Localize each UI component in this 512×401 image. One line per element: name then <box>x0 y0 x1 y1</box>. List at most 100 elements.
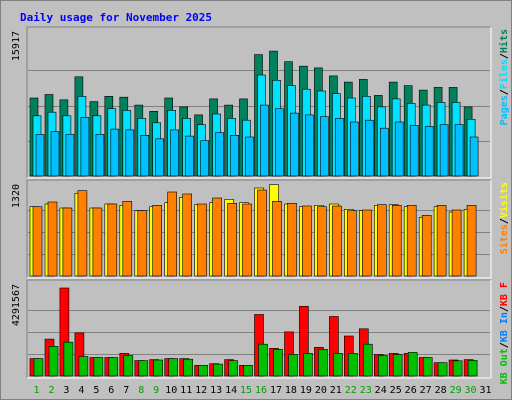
plot-edge-light <box>27 280 492 379</box>
bar-sites-day-21 <box>332 205 342 277</box>
bar-pages-day-25 <box>394 121 404 177</box>
bar-pages-day-17 <box>275 108 284 177</box>
bar-pages-day-6 <box>110 128 120 177</box>
bar-pages-day-12 <box>200 140 209 177</box>
bar-sites-day-10 <box>167 191 177 277</box>
bar-pages-day-11 <box>185 135 194 177</box>
bar-sites-day-18 <box>287 203 297 277</box>
bar-sites-day-12 <box>197 203 207 277</box>
plot-edge-dark <box>26 179 491 278</box>
x-tick-label: 25 <box>390 385 402 396</box>
chart-panels: 15917Pages/Files/Hits1320Sites/Visits429… <box>11 26 510 384</box>
bar-sites-day-27 <box>421 215 432 277</box>
bar-kb_out-day-19 <box>303 353 313 377</box>
bar-sites-day-17 <box>272 201 282 277</box>
bar-pages-day-13 <box>215 132 224 177</box>
x-tick-label: 26 <box>405 385 417 396</box>
bar-kb_out-day-27 <box>422 357 433 377</box>
x-tick-label: 4 <box>78 385 84 396</box>
x-tick-label: 21 <box>330 385 342 396</box>
x-tick-label: 7 <box>123 385 129 396</box>
x-tick-label: 16 <box>255 385 267 396</box>
plot-edge-light <box>27 27 492 179</box>
bar-sites-day-3 <box>62 207 73 277</box>
bar-sites-day-8 <box>137 210 148 277</box>
y-max-label: 1320 <box>11 184 22 208</box>
legend-entry: / <box>499 218 510 224</box>
bar-pages-day-29 <box>454 124 464 177</box>
x-tick-label: 14 <box>225 385 237 396</box>
bar-sites-day-4 <box>77 190 88 277</box>
bar-pages-day-8 <box>140 135 150 177</box>
x-tick-label: 6 <box>108 385 114 396</box>
bar-sites-day-30 <box>466 205 477 277</box>
bar-pages-day-5 <box>95 134 105 177</box>
series-legend: KB Out/KB In/KB F <box>499 282 510 384</box>
bar-sites-day-15 <box>242 203 252 277</box>
bar-pages-day-24 <box>379 127 389 177</box>
bar-pages-day-3 <box>65 134 75 177</box>
bar-kb_out-day-9 <box>153 359 163 377</box>
bar-sites-day-22 <box>346 210 357 277</box>
bar-kb_out-day-20 <box>318 348 328 377</box>
bar-kb_out-day-15 <box>243 364 253 377</box>
bar-sites-day-14 <box>227 203 237 277</box>
bar-kb_out-day-6 <box>108 357 119 377</box>
x-tick-label: 17 <box>270 385 282 396</box>
legend-entry: / <box>499 53 510 59</box>
bar-pages-day-10 <box>170 129 179 177</box>
legend-entry: / <box>499 89 510 95</box>
bar-kb_out-day-7 <box>123 355 134 377</box>
bar-kb_out-day-29 <box>452 360 463 377</box>
bar-sites-day-23 <box>361 209 372 277</box>
x-tick-label: 22 <box>345 385 357 396</box>
x-tick-label: 20 <box>315 385 327 396</box>
bar-kb_out-day-30 <box>467 360 478 377</box>
bar-pages-day-1 <box>35 134 45 177</box>
x-tick-label: 23 <box>360 385 372 396</box>
bar-pages-day-16 <box>260 104 269 177</box>
legend-entry: KB Out <box>499 348 510 384</box>
bar-pages-day-15 <box>245 136 254 177</box>
x-tick-label: 19 <box>300 385 312 396</box>
plot-edge-dark <box>26 279 491 378</box>
bar-sites-day-6 <box>107 203 118 277</box>
panel-2: 1320 Sites/Visits <box>11 179 510 279</box>
bar-pages-day-21 <box>335 118 344 177</box>
legend-entry: Hits <box>498 29 510 53</box>
bar-kb_out-day-4 <box>78 356 89 377</box>
bar-kb_out-day-26 <box>407 352 418 377</box>
bar-pages-day-27 <box>424 126 434 177</box>
bar-pages-day-23 <box>364 119 374 177</box>
bar-sites-day-7 <box>122 201 133 277</box>
legend-entry: Sites <box>498 224 510 254</box>
x-axis-labels: 1 2 3 4 5 6 7 8 9 10 11 12 13 14 15 16 17 18 19 20 21 22 23 24 2… <box>33 385 491 396</box>
x-tick-label: 24 <box>375 385 387 396</box>
bar-kb_out-day-21 <box>333 353 343 377</box>
bar-kb_out-day-22 <box>347 353 358 377</box>
x-tick-label: 2 <box>48 385 54 396</box>
bar-sites-day-28 <box>436 205 447 277</box>
x-tick-label: 11 <box>180 385 192 396</box>
bar-pages-day-20 <box>320 116 329 177</box>
bar-kb_out-day-3 <box>63 341 74 377</box>
bar-kb_out-day-10 <box>168 358 178 377</box>
x-tick-label: 8 <box>138 385 144 396</box>
bar-pages-day-26 <box>409 125 419 177</box>
bar-pages-day-9 <box>155 138 164 177</box>
x-tick-label: 27 <box>420 385 432 396</box>
series-legend: Sites/Visits <box>498 182 510 254</box>
x-tick-label: 9 <box>153 385 159 396</box>
legend-entry: / <box>499 306 510 312</box>
bar-sites-day-25 <box>391 205 402 277</box>
bar-sites-day-9 <box>152 205 162 277</box>
x-tick-label: 5 <box>93 385 99 396</box>
plot-edge-light <box>27 180 492 279</box>
x-tick-label: 10 <box>165 385 177 396</box>
bar-kb_out-day-28 <box>437 362 448 377</box>
bar-pages-day-7 <box>125 129 135 177</box>
